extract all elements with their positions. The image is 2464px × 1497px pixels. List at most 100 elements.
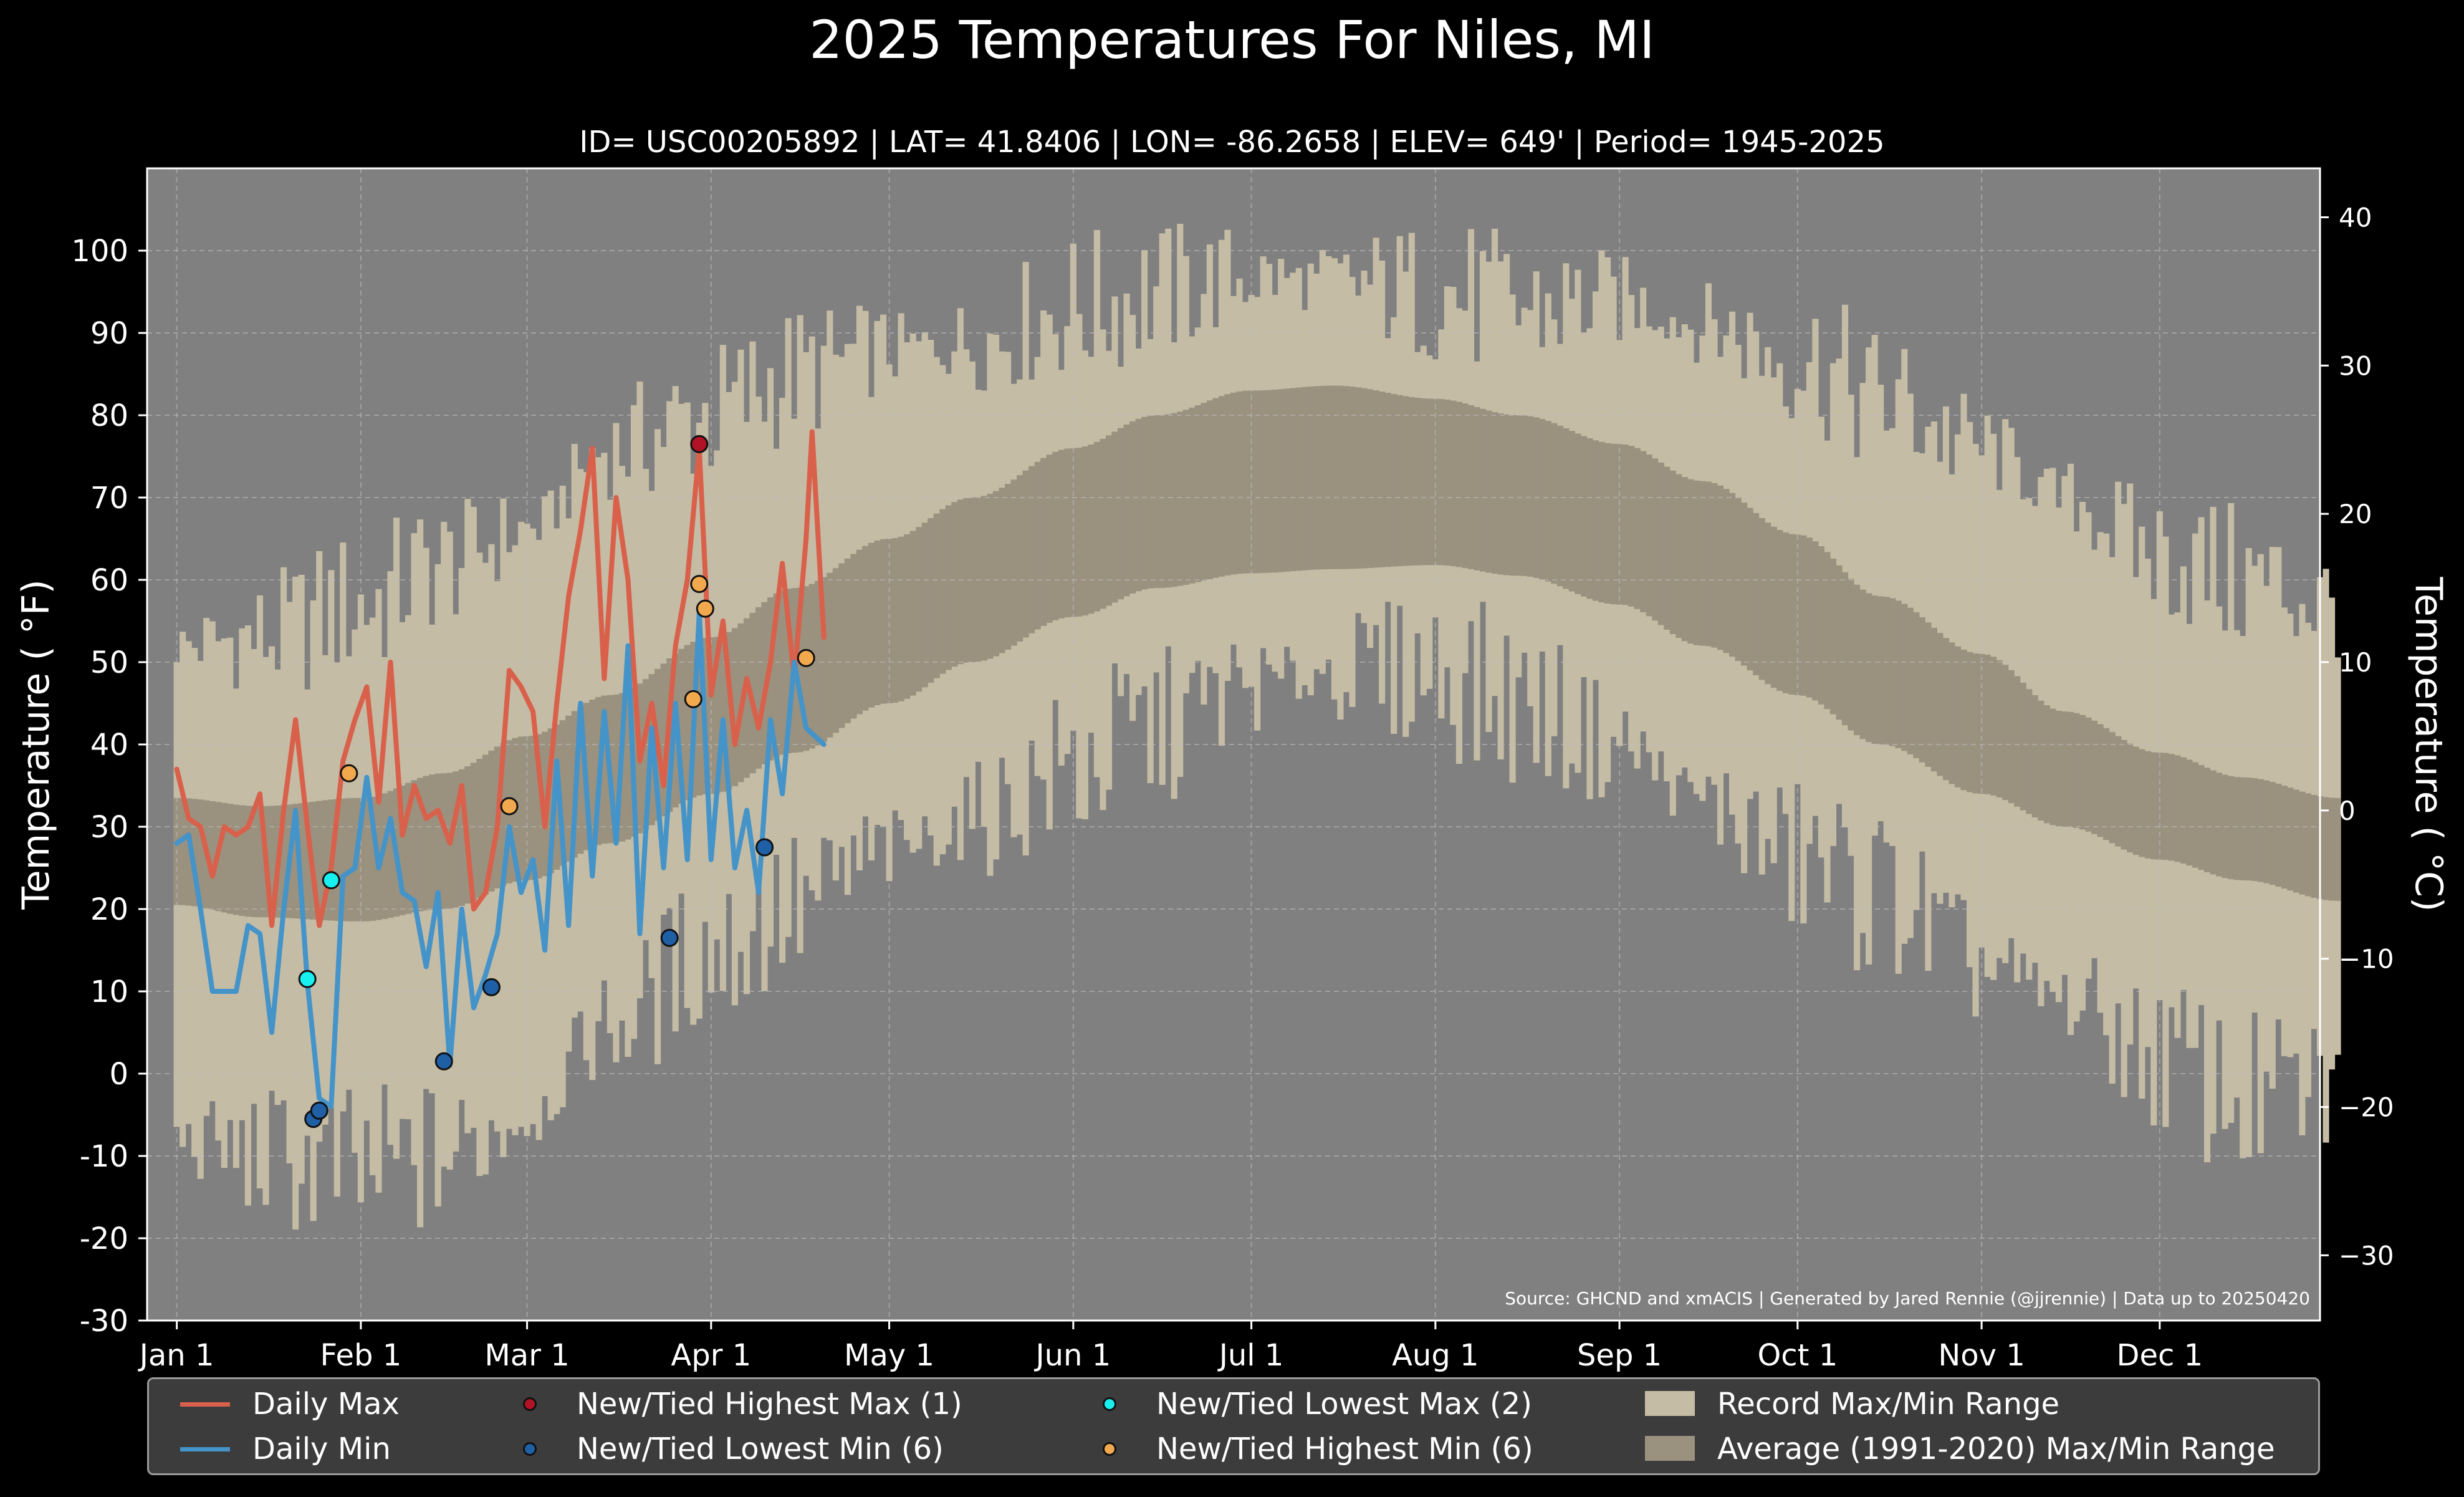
average-range-bar xyxy=(530,735,537,880)
average-range-bar xyxy=(1177,412,1184,586)
y2-tick-label: −10 xyxy=(2339,944,2394,975)
average-range-bar xyxy=(2216,773,2223,877)
average-range-bar xyxy=(1497,413,1504,575)
average-range-bar xyxy=(1812,541,1819,701)
average-range-bar xyxy=(1236,391,1243,574)
average-range-bar xyxy=(1450,400,1457,567)
average-range-bar xyxy=(815,580,822,746)
average-range-bar xyxy=(1937,633,1944,776)
average-range-bar xyxy=(1093,441,1100,612)
average-range-bar xyxy=(719,635,726,792)
average-range-bar xyxy=(1854,584,1861,736)
y-tick-label: 90 xyxy=(90,316,128,351)
average-range-bar xyxy=(1942,638,1950,781)
x-tick-label: Mar 1 xyxy=(484,1338,569,1373)
average-range-bar xyxy=(892,538,899,703)
average-range-bar xyxy=(844,558,851,723)
average-range-bar xyxy=(1290,388,1297,572)
legend-label: New/Tied Highest Max (1) xyxy=(577,1387,962,1422)
average-range-bar xyxy=(387,791,394,918)
average-range-bar xyxy=(1889,598,1896,746)
average-range-bar xyxy=(369,796,376,921)
average-range-bar xyxy=(1800,535,1807,696)
average-range-bar xyxy=(827,572,833,738)
average-range-bar xyxy=(429,774,436,910)
average-range-bar xyxy=(1640,451,1647,613)
average-range-bar xyxy=(1634,448,1641,609)
average-range-bar xyxy=(1930,627,1937,772)
average-range-bar xyxy=(1616,444,1623,605)
average-range-bar xyxy=(2061,711,2068,827)
legend-symbol xyxy=(498,1427,560,1471)
legend-marker xyxy=(1103,1442,1116,1456)
average-range-bar xyxy=(1058,450,1065,619)
average-range-bar xyxy=(2233,777,2240,880)
average-range-bar xyxy=(2174,755,2181,862)
y2-tick-label: 20 xyxy=(2339,499,2372,529)
record-marker xyxy=(660,928,679,947)
average-range-bar xyxy=(2031,695,2038,818)
average-range-bar xyxy=(2192,762,2199,868)
average-range-bar xyxy=(2144,751,2151,859)
average-range-bar xyxy=(292,804,299,919)
average-range-bar xyxy=(180,797,186,905)
average-range-bar xyxy=(547,728,554,874)
average-range-bar xyxy=(1657,462,1664,625)
average-range-bar xyxy=(1159,415,1166,588)
average-range-bar xyxy=(1901,604,1908,751)
average-range-bar xyxy=(1307,386,1314,570)
average-range-bar xyxy=(2251,778,2258,882)
y-axis-left: -30 -20 -10 0 10 20 30 40 50 60 70 80 90 100 xyxy=(71,234,147,1339)
average-range-bar xyxy=(2275,783,2282,887)
average-range-bar xyxy=(1723,489,1730,653)
record-range-bar xyxy=(2222,630,2228,1129)
y-axis-label: Temperature ( °F) xyxy=(14,579,58,910)
average-range-bar xyxy=(868,542,875,708)
series-lines xyxy=(174,429,827,1109)
legend-marker xyxy=(523,1442,537,1456)
average-range-bar xyxy=(1866,593,1872,743)
average-range-bar xyxy=(2293,789,2299,893)
average-range-bar xyxy=(1260,390,1267,574)
record-range-bar xyxy=(2150,599,2157,1126)
average-range-bar xyxy=(434,773,441,910)
y2-tick-label: −30 xyxy=(2339,1240,2394,1271)
average-range-bar xyxy=(2186,759,2193,866)
average-range-bar xyxy=(880,539,887,704)
average-range-bar xyxy=(1325,385,1332,569)
y-tick-label: -10 xyxy=(80,1139,128,1174)
legend-line xyxy=(180,1447,230,1451)
average-range-bar xyxy=(909,531,916,696)
average-range-bar xyxy=(2269,782,2276,885)
legend-label: Daily Min xyxy=(252,1432,391,1466)
average-range-bar xyxy=(963,498,970,663)
average-range-bar xyxy=(2162,753,2169,860)
legend-label: New/Tied Highest Min (6) xyxy=(1156,1432,1533,1466)
average-range-bar xyxy=(1212,398,1219,578)
average-range-bar xyxy=(2281,786,2288,889)
average-range-bar xyxy=(1153,415,1160,589)
average-range-bar xyxy=(1474,407,1480,570)
average-range-bar xyxy=(1978,653,1985,794)
record-marker xyxy=(500,797,519,816)
daily-max-line xyxy=(174,429,827,928)
record-marker xyxy=(690,575,709,594)
average-range-bar xyxy=(1384,393,1391,567)
legend-symbol xyxy=(498,1382,560,1426)
average-range-bar xyxy=(1776,530,1783,691)
average-range-bar xyxy=(1705,481,1712,647)
average-range-bar xyxy=(1954,646,1962,787)
average-range-bar xyxy=(1111,431,1118,603)
average-range-bar xyxy=(1996,660,2003,797)
average-range-bar xyxy=(916,527,923,692)
average-range-bar xyxy=(1669,470,1676,634)
x-tick-label: Jul 1 xyxy=(1217,1338,1284,1373)
legend-label: Record Max/Min Range xyxy=(1717,1387,2060,1422)
average-range-bar xyxy=(197,799,204,908)
average-range-bar xyxy=(1717,485,1724,650)
average-range-bar xyxy=(1895,600,1902,748)
average-range-bar xyxy=(345,798,352,922)
average-range-bar xyxy=(1824,552,1831,710)
average-range-bar xyxy=(322,800,328,920)
legend-marker xyxy=(1103,1397,1116,1411)
